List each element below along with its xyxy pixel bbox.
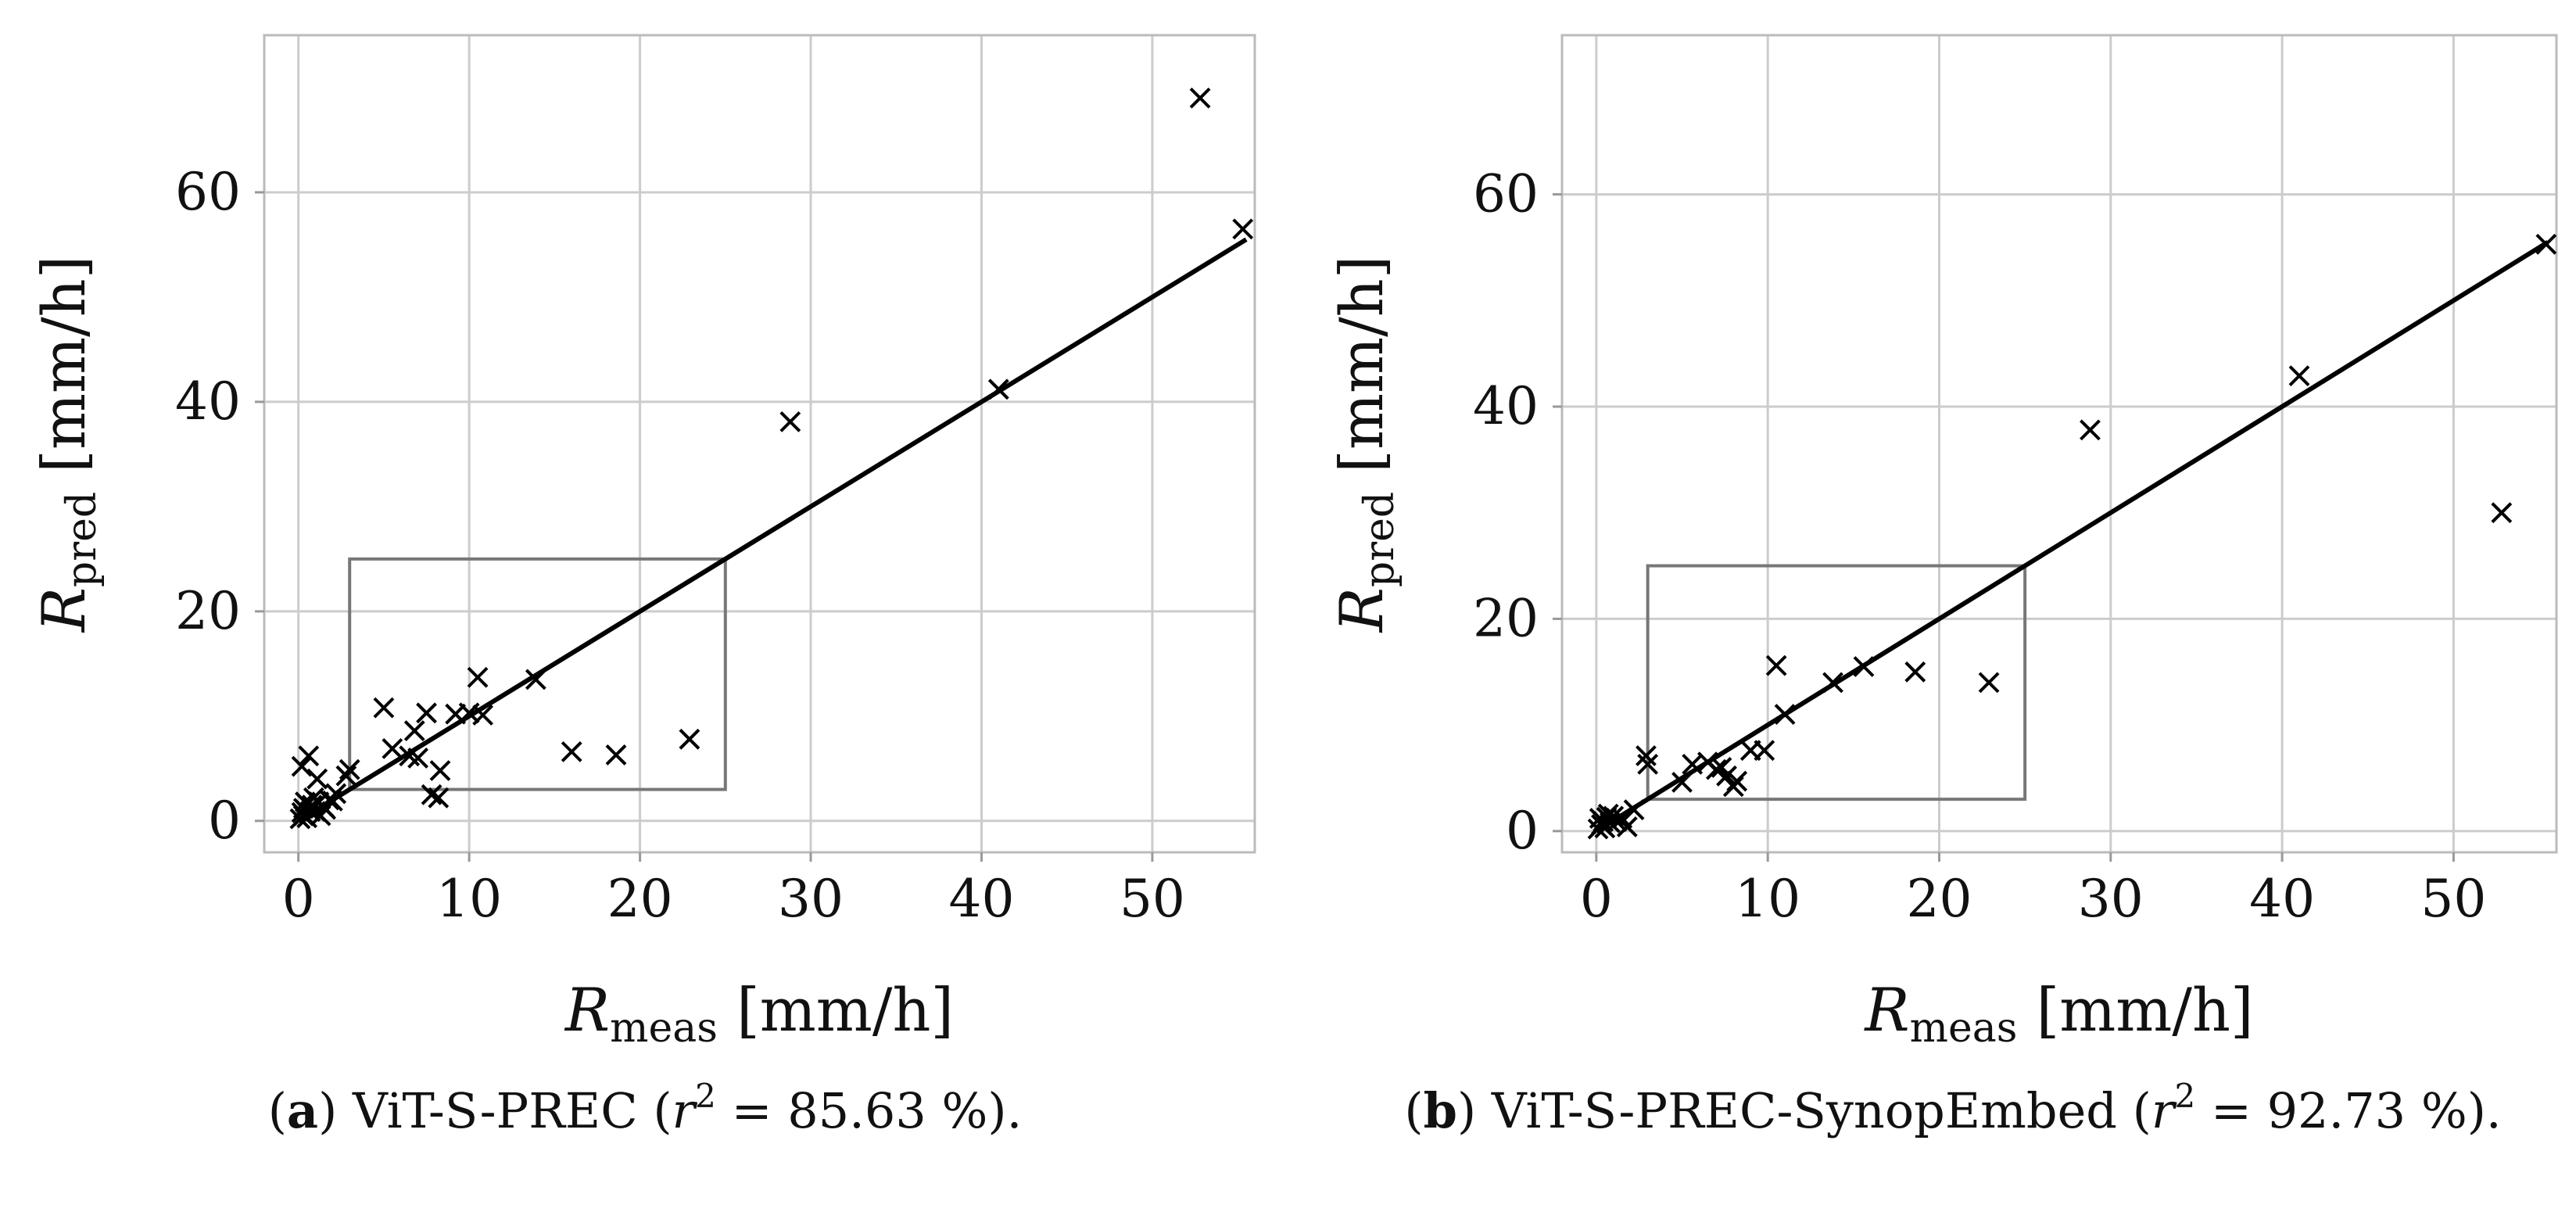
caption-a-value: = 85.63 %). [716, 1082, 1022, 1139]
data-point [679, 728, 700, 750]
caption-b: (b) ViT-S-PREC-SynopEmbed (r2 = 92.73 %)… [1404, 1077, 2501, 1139]
caption-b-label: b [1424, 1082, 1457, 1139]
y-tick-label: 40 [175, 371, 241, 432]
data-point [1765, 654, 1787, 676]
y-tick-label: 60 [175, 162, 241, 222]
x-tick-label: 50 [1120, 869, 1185, 929]
data-point [1636, 745, 1657, 766]
x-tick-label: 30 [2078, 869, 2144, 929]
caption-a-text: ViT-S-PREC ( [337, 1082, 672, 1139]
data-point [428, 787, 450, 809]
caption-a: (a) ViT-S-PREC (r2 = 85.63 %). [268, 1077, 1023, 1139]
data-point [315, 798, 337, 820]
data-point [407, 748, 429, 769]
data-point [1599, 812, 1621, 834]
data-point [1671, 772, 1693, 793]
data-point [2535, 233, 2557, 255]
x-axis-title: Rmeas [mm/h] [1863, 975, 2253, 1052]
data-point [291, 755, 313, 777]
panel-a-scatter-plot: 0 10 20 30 40 50 0 20 40 60 Rmeas [mm/h] Rpred [mm/… [29, 34, 1256, 1052]
y-axis-title: Rpred [mm/h] [1327, 256, 1403, 634]
data-point [335, 765, 357, 787]
data-point [987, 378, 1009, 400]
data-point [2080, 419, 2101, 441]
x-tick-label: 0 [1580, 869, 1613, 929]
data-point [1716, 765, 1737, 787]
data-point [605, 744, 627, 766]
data-point [1822, 672, 1843, 694]
data-point [421, 783, 442, 805]
data-point [429, 760, 451, 781]
data-point [2288, 365, 2310, 387]
y-tick-label: 20 [175, 581, 241, 641]
data-point [306, 768, 328, 790]
data-point [1597, 803, 1619, 825]
data-point [1705, 758, 1727, 780]
data-point [779, 411, 801, 432]
x-tick-label: 40 [2249, 869, 2315, 929]
data-point [1623, 799, 1645, 821]
x-tick-label: 10 [436, 869, 502, 929]
data-point [561, 740, 582, 762]
x-tick-label: 50 [2420, 869, 2486, 929]
data-point [1978, 672, 2000, 694]
caption-a-sup: 2 [695, 1077, 716, 1115]
zoom-region-box [1646, 564, 2027, 801]
zoom-region-box [348, 557, 727, 791]
data-point [1774, 704, 1796, 725]
data-point [382, 737, 403, 759]
data-point [1232, 218, 1254, 240]
data-point [467, 666, 489, 688]
y-tick-label: 0 [1506, 801, 1539, 861]
data-point [403, 720, 425, 742]
data-point [1904, 661, 1926, 683]
data-point [325, 783, 347, 805]
caption-a-label: a [287, 1082, 318, 1139]
y-tick-label: 0 [208, 791, 241, 851]
data-point [416, 702, 437, 724]
x-tick-label: 20 [607, 869, 673, 929]
x-axis-title: Rmeas [mm/h] [564, 975, 954, 1052]
plot-frame [1560, 34, 2558, 854]
caption-a-r: r [672, 1082, 698, 1139]
y-tick-label: 60 [1473, 164, 1539, 224]
x-tick-label: 10 [1735, 869, 1800, 929]
x-tick-label: 0 [282, 869, 315, 929]
y-tick-label: 40 [1473, 376, 1539, 436]
data-point [1189, 87, 1211, 109]
data-point [373, 697, 395, 719]
caption-b-text: ViT-S-PREC-SynopEmbed ( [1476, 1082, 2151, 1139]
data-point [1853, 656, 1875, 677]
data-point [472, 705, 494, 726]
regression-line [1595, 240, 2549, 834]
regression-line [297, 237, 1248, 823]
caption-b-sup: 2 [2175, 1077, 2196, 1115]
x-tick-label: 30 [778, 869, 844, 929]
y-tick-label: 20 [1473, 588, 1539, 648]
data-point [1637, 753, 1659, 775]
caption-b-r: r [2151, 1082, 2177, 1139]
x-tick-label: 40 [948, 869, 1014, 929]
data-point [1616, 816, 1638, 837]
data-point [339, 758, 360, 780]
data-point [525, 669, 546, 690]
y-axis-title: Rpred [mm/h] [29, 256, 106, 634]
data-point [292, 805, 314, 827]
panel-b-scatter-plot: 0 10 20 30 40 50 0 20 40 60 Rmeas [mm/h] Rpred [mm/… [1327, 34, 2558, 1052]
data-point [1754, 740, 1775, 762]
caption-b-value: = 92.73 %). [2195, 1082, 2501, 1139]
data-point [1726, 770, 1748, 792]
data-point [2491, 502, 2513, 524]
plot-frame [263, 34, 1256, 854]
data-point [298, 745, 320, 767]
x-tick-label: 20 [1906, 869, 1972, 929]
